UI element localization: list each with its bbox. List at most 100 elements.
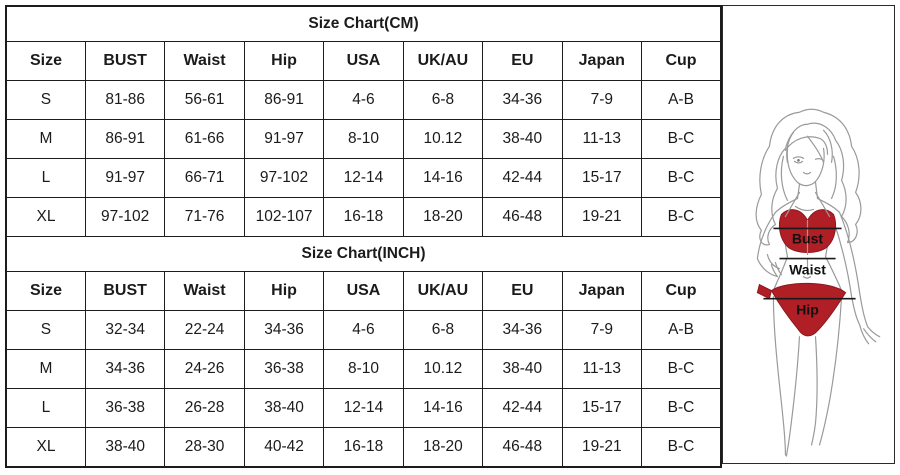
- eye-pupil: [797, 159, 800, 162]
- size-value-cell: 15-17: [561, 388, 643, 428]
- size-value-cell: 6-8: [402, 80, 484, 120]
- size-value-cell: B-C: [641, 197, 722, 237]
- column-header: Hip: [243, 41, 325, 81]
- size-value-cell: 42-44: [482, 388, 563, 428]
- torso: [772, 217, 843, 292]
- size-value-cell: 6-8: [402, 310, 484, 350]
- size-value-cell: 12-14: [323, 158, 404, 198]
- size-name-cell: XL: [5, 427, 86, 468]
- size-value-cell: 71-76: [164, 197, 245, 237]
- size-value-cell: 26-28: [164, 388, 245, 428]
- size-value-cell: 22-24: [164, 310, 245, 350]
- size-chart-tbody: Size Chart(CM) Size BUST Waist Hip USA UK/AU EU…: [5, 5, 722, 468]
- bangs: [784, 135, 829, 163]
- size-value-cell: B-C: [641, 349, 722, 389]
- column-header: Waist: [164, 41, 245, 81]
- size-value-cell: B-C: [641, 158, 722, 198]
- size-value-cell: B-C: [641, 427, 722, 468]
- size-value-cell: 61-66: [164, 119, 245, 159]
- size-row: S 81-86 56-61 86-91 4-6 6-8 34-36 7-9 A-B: [5, 80, 722, 120]
- size-value-cell: 42-44: [482, 158, 563, 198]
- size-value-cell: 36-38: [243, 349, 325, 389]
- right-arm: [832, 211, 881, 345]
- size-value-cell: 91-97: [84, 158, 166, 198]
- face-outline: [786, 147, 825, 187]
- size-value-cell: B-C: [641, 119, 722, 159]
- size-value-cell: A-B: [641, 310, 722, 350]
- column-header: EU: [482, 271, 563, 311]
- legs: [772, 296, 843, 457]
- column-header: UK/AU: [402, 271, 484, 311]
- size-value-cell: 66-71: [164, 158, 245, 198]
- column-header: UK/AU: [402, 41, 484, 81]
- size-value-cell: 36-38: [84, 388, 166, 428]
- bust-label: Bust: [792, 231, 823, 247]
- size-value-cell: 34-36: [243, 310, 325, 350]
- column-header: Size: [5, 271, 86, 311]
- size-value-cell: 12-14: [323, 388, 404, 428]
- column-header: USA: [323, 41, 404, 81]
- column-header-row: Size BUST Waist Hip USA UK/AU EU Japan Cup: [5, 41, 722, 81]
- hair-outline: [755, 108, 862, 246]
- size-value-cell: 81-86: [84, 80, 166, 120]
- size-value-cell: A-B: [641, 80, 722, 120]
- size-value-cell: 10.12: [402, 349, 484, 389]
- hip-label: Hip: [796, 302, 819, 318]
- waist-label: Waist: [789, 262, 826, 278]
- column-header: BUST: [84, 271, 166, 311]
- size-value-cell: 8-10: [323, 119, 404, 159]
- size-row: XL 38-40 28-30 40-42 16-18 18-20 46-48 19-21 B-C: [5, 427, 722, 468]
- column-header: EU: [482, 41, 563, 81]
- size-value-cell: 14-16: [402, 158, 484, 198]
- column-header: USA: [323, 271, 404, 311]
- size-value-cell: 38-40: [482, 119, 563, 159]
- size-name-cell: M: [5, 349, 86, 389]
- size-value-cell: 10.12: [402, 119, 484, 159]
- size-name-cell: L: [5, 158, 86, 198]
- column-header: Japan: [561, 41, 643, 81]
- size-value-cell: 7-9: [561, 80, 643, 120]
- size-value-cell: 28-30: [164, 427, 245, 468]
- size-value-cell: 7-9: [561, 310, 643, 350]
- column-header: Waist: [164, 271, 245, 311]
- size-value-cell: 4-6: [323, 310, 404, 350]
- size-value-cell: 91-97: [243, 119, 325, 159]
- size-row: M 34-36 24-26 36-38 8-10 10.12 38-40 11-13 B-C: [5, 349, 722, 389]
- size-value-cell: 38-40: [243, 388, 325, 428]
- size-value-cell: 15-17: [561, 158, 643, 198]
- column-header: BUST: [84, 41, 166, 81]
- size-value-cell: 11-13: [561, 119, 643, 159]
- size-value-cell: 16-18: [323, 197, 404, 237]
- size-row: L 91-97 66-71 97-102 12-14 14-16 42-44 15-17 B-C: [5, 158, 722, 198]
- column-header-row: Size BUST Waist Hip USA UK/AU EU Japan Cup: [5, 271, 722, 311]
- size-row: L 36-38 26-28 38-40 12-14 14-16 42-44 15-17 B-C: [5, 388, 722, 428]
- size-value-cell: 16-18: [323, 427, 404, 468]
- chart-title: Size Chart(INCH): [5, 236, 722, 272]
- size-value-cell: 46-48: [482, 427, 563, 468]
- column-header: Cup: [641, 41, 722, 81]
- size-row: M 86-91 61-66 91-97 8-10 10.12 38-40 11-13 B-C: [5, 119, 722, 159]
- size-value-cell: 18-20: [402, 197, 484, 237]
- size-value-cell: 34-36: [84, 349, 166, 389]
- shoulders: [774, 197, 841, 214]
- size-value-cell: 38-40: [84, 427, 166, 468]
- size-name-cell: M: [5, 119, 86, 159]
- left-arm: [756, 211, 783, 278]
- chart-title-row: Size Chart(CM): [5, 5, 722, 42]
- column-header: Japan: [561, 271, 643, 311]
- column-header: Cup: [641, 271, 722, 311]
- size-value-cell: 97-102: [84, 197, 166, 237]
- size-value-cell: 102-107: [243, 197, 325, 237]
- size-name-cell: XL: [5, 197, 86, 237]
- size-value-cell: 97-102: [243, 158, 325, 198]
- size-value-cell: 38-40: [482, 349, 563, 389]
- size-value-cell: B-C: [641, 388, 722, 428]
- chart-title: Size Chart(CM): [5, 5, 722, 42]
- size-value-cell: 19-21: [561, 427, 643, 468]
- size-value-cell: 14-16: [402, 388, 484, 428]
- size-value-cell: 34-36: [482, 310, 563, 350]
- face-features: [792, 156, 823, 175]
- size-value-cell: 4-6: [323, 80, 404, 120]
- chart-title-row: Size Chart(INCH): [5, 236, 722, 272]
